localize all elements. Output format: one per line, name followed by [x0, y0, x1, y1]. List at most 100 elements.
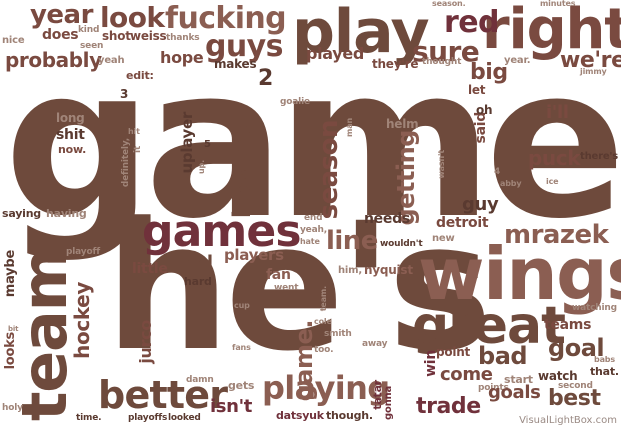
word: puck	[528, 146, 581, 170]
word: gonna	[383, 386, 394, 421]
word: uplayer	[178, 112, 196, 174]
word: game.	[290, 320, 318, 402]
word: hit	[128, 127, 140, 136]
word: start	[504, 373, 533, 386]
word: shot	[102, 29, 131, 43]
word: right	[482, 0, 621, 62]
word: edit:	[126, 69, 154, 82]
word: best	[548, 386, 601, 411]
word: man	[345, 118, 354, 137]
word: datsyuk	[276, 409, 324, 422]
word: wings	[418, 232, 621, 316]
word: makes	[214, 57, 257, 71]
word: trade	[416, 394, 481, 419]
word: smith	[324, 329, 352, 339]
word: seen	[80, 41, 104, 51]
word: goals	[488, 382, 541, 403]
word: i'll	[546, 102, 569, 123]
word: wouldn't	[380, 239, 423, 249]
word: new	[432, 233, 455, 244]
word: up.	[197, 160, 206, 174]
word: teams	[544, 317, 592, 333]
word: that.	[590, 365, 619, 378]
word: it	[133, 146, 143, 154]
word: red	[444, 5, 499, 40]
word: end	[304, 213, 323, 223]
word: playoff	[66, 247, 100, 257]
word: holy	[2, 403, 23, 413]
word: fan	[266, 267, 291, 283]
word: thanks	[166, 33, 200, 43]
word: helm	[386, 117, 419, 131]
word: thought	[422, 57, 462, 67]
word: weiss	[130, 29, 167, 43]
word: looks	[3, 332, 18, 370]
word: detroit	[436, 215, 489, 231]
word: hate	[300, 237, 320, 246]
word: having	[46, 207, 87, 220]
word: away	[362, 339, 388, 349]
word: better	[98, 373, 228, 417]
word: ice	[546, 177, 559, 186]
word: 4	[494, 167, 501, 177]
word: too.	[314, 345, 334, 355]
word: bit	[8, 325, 19, 333]
word: hard	[184, 275, 212, 288]
word: let	[468, 83, 486, 97]
word: long	[56, 111, 85, 125]
word: big	[470, 60, 508, 85]
word: jimmy	[580, 67, 607, 76]
word: line	[326, 226, 378, 256]
word: looked	[168, 413, 201, 423]
word: great	[412, 296, 566, 356]
word: kind	[78, 25, 100, 35]
word: 3	[120, 87, 129, 101]
word: cole	[314, 317, 332, 326]
word: howard	[228, 120, 256, 219]
word: mrazek	[504, 220, 609, 250]
word: team.	[319, 286, 328, 312]
word: wasn't	[437, 150, 446, 179]
word: gets	[228, 379, 255, 392]
word: little	[132, 261, 168, 277]
word: guy	[462, 194, 499, 215]
word: 5	[204, 139, 211, 150]
word: minutes	[540, 0, 576, 8]
word: abby	[500, 179, 522, 188]
word: babs	[594, 355, 615, 364]
word: now.	[58, 143, 87, 156]
word: year	[30, 0, 93, 30]
word: definitely,	[121, 138, 131, 188]
word: goalie	[280, 97, 310, 107]
word: games	[142, 206, 302, 257]
word: playing	[262, 369, 390, 407]
word: players	[224, 246, 284, 264]
word: him,	[338, 265, 362, 276]
word: played	[306, 44, 365, 63]
word: second	[558, 381, 593, 391]
word: damn	[186, 375, 214, 385]
word: year.	[504, 55, 531, 66]
word: nice	[2, 35, 25, 46]
word: look	[100, 1, 165, 34]
word: hockey	[70, 282, 94, 359]
word: nyquist	[364, 263, 413, 277]
word: points	[478, 383, 509, 393]
word: come	[440, 364, 493, 385]
word: guys	[205, 29, 283, 64]
word: there's	[580, 151, 619, 162]
word: we're	[560, 48, 621, 73]
word: 2	[258, 66, 273, 91]
word: yeah	[98, 55, 125, 66]
word: oh	[476, 103, 493, 117]
word: probably	[5, 48, 102, 72]
word: fans	[232, 343, 251, 352]
word: tatar	[371, 380, 384, 410]
word: hope	[160, 48, 204, 67]
watermark: VisualLightBox.com	[519, 415, 617, 426]
word: saying	[2, 207, 41, 220]
word: went	[274, 283, 299, 293]
word: play	[292, 0, 430, 67]
word: season	[314, 120, 344, 220]
